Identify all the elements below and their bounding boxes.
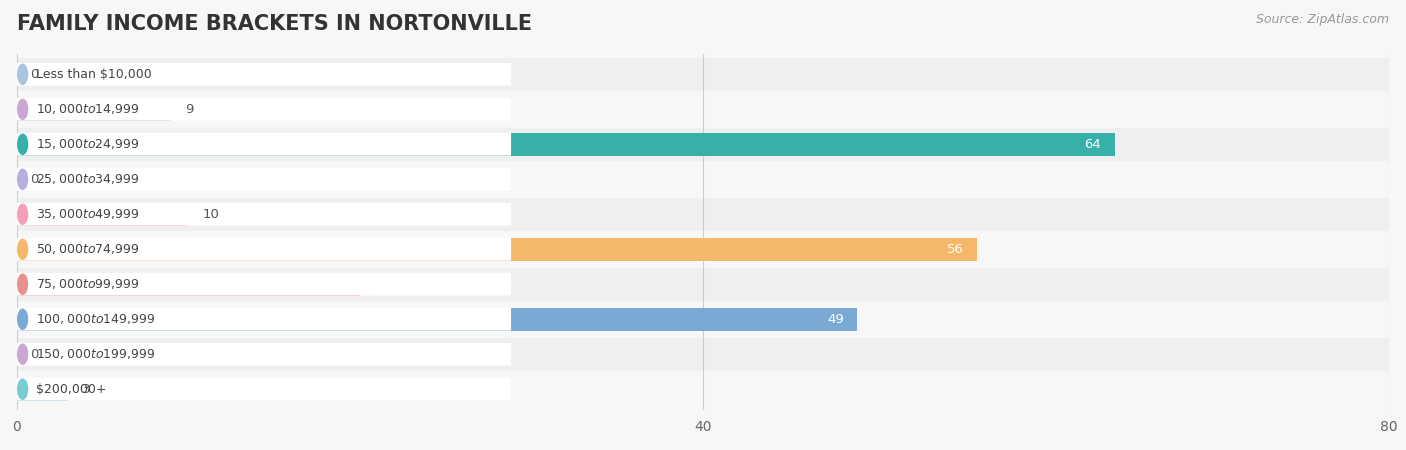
Bar bbox=[17, 93, 1389, 126]
FancyBboxPatch shape bbox=[17, 98, 510, 121]
Bar bbox=[17, 273, 360, 296]
Circle shape bbox=[18, 99, 28, 119]
Circle shape bbox=[18, 344, 28, 364]
Text: 56: 56 bbox=[946, 243, 963, 256]
Text: $15,000 to $24,999: $15,000 to $24,999 bbox=[37, 137, 139, 151]
FancyBboxPatch shape bbox=[17, 133, 510, 156]
FancyBboxPatch shape bbox=[17, 63, 510, 86]
FancyBboxPatch shape bbox=[17, 273, 510, 296]
Bar bbox=[17, 198, 1389, 231]
Text: 20: 20 bbox=[329, 278, 346, 291]
Text: 10: 10 bbox=[202, 208, 219, 221]
Bar bbox=[17, 378, 69, 400]
Circle shape bbox=[18, 274, 28, 294]
FancyBboxPatch shape bbox=[17, 343, 510, 365]
FancyBboxPatch shape bbox=[17, 378, 510, 400]
Circle shape bbox=[18, 309, 28, 329]
Circle shape bbox=[18, 204, 28, 224]
FancyBboxPatch shape bbox=[17, 238, 510, 261]
Text: Less than $10,000: Less than $10,000 bbox=[37, 68, 152, 81]
Circle shape bbox=[18, 169, 28, 189]
FancyBboxPatch shape bbox=[17, 168, 510, 191]
Text: 9: 9 bbox=[186, 103, 194, 116]
Bar bbox=[17, 238, 977, 261]
Bar bbox=[17, 308, 858, 331]
Text: $100,000 to $149,999: $100,000 to $149,999 bbox=[37, 312, 156, 326]
Bar bbox=[17, 233, 1389, 266]
Text: $75,000 to $99,999: $75,000 to $99,999 bbox=[37, 277, 139, 291]
Text: 49: 49 bbox=[827, 313, 844, 326]
Text: FAMILY INCOME BRACKETS IN NORTONVILLE: FAMILY INCOME BRACKETS IN NORTONVILLE bbox=[17, 14, 531, 33]
Text: 0: 0 bbox=[31, 173, 39, 186]
Bar bbox=[17, 268, 1389, 301]
Bar bbox=[17, 58, 1389, 91]
Text: $150,000 to $199,999: $150,000 to $199,999 bbox=[37, 347, 156, 361]
Bar bbox=[17, 98, 172, 121]
Text: 0: 0 bbox=[31, 68, 39, 81]
Circle shape bbox=[18, 379, 28, 399]
Bar bbox=[17, 338, 1389, 371]
Text: 0: 0 bbox=[31, 348, 39, 361]
FancyBboxPatch shape bbox=[17, 203, 510, 225]
Text: 3: 3 bbox=[82, 382, 90, 396]
Text: $25,000 to $34,999: $25,000 to $34,999 bbox=[37, 172, 139, 186]
Text: Source: ZipAtlas.com: Source: ZipAtlas.com bbox=[1256, 14, 1389, 27]
Bar bbox=[17, 133, 1115, 156]
Text: $50,000 to $74,999: $50,000 to $74,999 bbox=[37, 242, 139, 256]
FancyBboxPatch shape bbox=[17, 308, 510, 331]
Circle shape bbox=[18, 239, 28, 259]
Text: $10,000 to $14,999: $10,000 to $14,999 bbox=[37, 102, 139, 116]
Text: 64: 64 bbox=[1084, 138, 1101, 151]
Circle shape bbox=[18, 134, 28, 154]
Bar bbox=[17, 203, 188, 225]
Bar bbox=[17, 302, 1389, 336]
Text: $35,000 to $49,999: $35,000 to $49,999 bbox=[37, 207, 139, 221]
Text: $200,000+: $200,000+ bbox=[37, 382, 107, 396]
Circle shape bbox=[18, 64, 28, 84]
Bar bbox=[17, 128, 1389, 161]
Bar bbox=[17, 373, 1389, 406]
Bar bbox=[17, 162, 1389, 196]
